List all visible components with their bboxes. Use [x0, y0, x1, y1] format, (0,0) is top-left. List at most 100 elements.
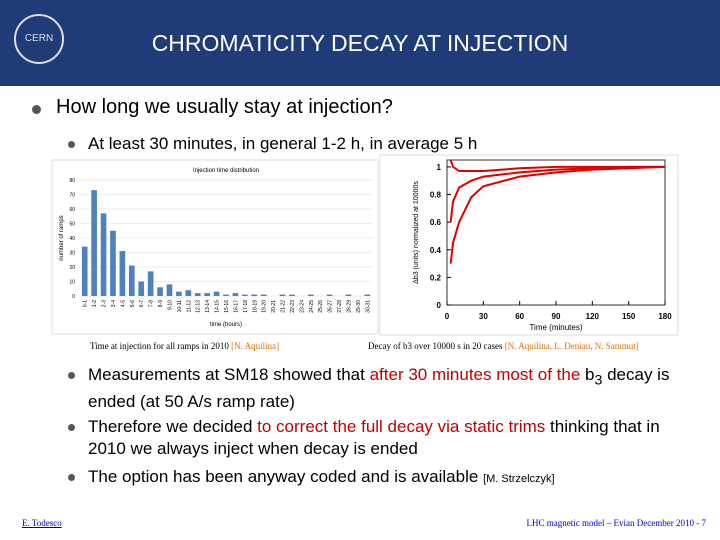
- x-tick-label: 20-21: [271, 300, 277, 313]
- text-run: b: [580, 365, 595, 384]
- bar: [81, 246, 88, 296]
- text-run: Decay of b3 over 10000 s in 20 cases: [368, 341, 505, 351]
- x-tick-label: 6-7: [139, 300, 145, 307]
- x-tick-label: 11-12: [186, 300, 192, 313]
- y-tick-label: 10: [69, 280, 75, 286]
- text-run: Therefore we decided: [88, 417, 258, 436]
- bullet: The option has been anyway coded and is …: [68, 466, 680, 490]
- bullet-dot: [68, 424, 75, 431]
- y-tick-label: 70: [69, 193, 75, 199]
- x-tick-label: 21-22: [281, 300, 287, 313]
- bar: [232, 293, 239, 296]
- bullet: Measurements at SM18 showed that after 3…: [68, 364, 680, 413]
- x-axis-label: Time (minutes): [529, 323, 582, 332]
- bar: [345, 294, 352, 296]
- bar: [223, 294, 229, 296]
- y-tick-label: 1: [437, 163, 442, 172]
- y-tick-label: 80: [69, 178, 75, 184]
- x-tick-label: 3-4: [111, 300, 117, 307]
- y-tick-label: 0.4: [430, 246, 442, 255]
- x-tick-label: 17-18: [243, 300, 249, 313]
- text-run: after 30 minutes most of the: [369, 365, 581, 384]
- bullet-dot: [68, 372, 75, 379]
- bar: [110, 230, 116, 296]
- caption: Decay of b3 over 10000 s in 20 cases [N.…: [368, 341, 639, 351]
- text-run: Time at injection for all ramps in 2010: [90, 341, 232, 351]
- x-tick-label: 15-16: [224, 300, 230, 313]
- y-tick-label: 0: [72, 294, 75, 300]
- bar: [138, 281, 145, 296]
- x-tick-label: 13-14: [205, 300, 211, 313]
- chart-title: Injection time distribution: [193, 168, 259, 174]
- text-run: thinking that in 2010 we always inject w…: [88, 417, 660, 458]
- y-axis-label: number of ramps: [59, 215, 65, 260]
- y-axis-label: Δb3 (units) normalized at 10000s: [413, 181, 420, 284]
- y-tick-label: 50: [69, 222, 75, 228]
- footer-event: LHC magnetic model – Evian December 2010…: [526, 518, 706, 528]
- x-tick-label: 8-9: [158, 300, 164, 307]
- bar: [260, 294, 267, 296]
- text-run: 3: [594, 372, 603, 389]
- bar: [176, 291, 182, 296]
- x-tick-label: 12-13: [196, 300, 202, 313]
- y-tick-label: 0: [437, 301, 442, 310]
- bullet: How long we usually stay at injection?: [32, 96, 680, 119]
- bar: [185, 290, 192, 296]
- bar: [166, 284, 173, 296]
- chart-frame: [379, 154, 679, 336]
- y-tick-label: 40: [69, 236, 75, 242]
- text-run: decay is ended (at 50 A/s ramp rate): [88, 365, 670, 412]
- x-tick-label: 30: [479, 312, 488, 321]
- x-tick-label: 19-20: [262, 300, 268, 313]
- y-tick-label: 60: [69, 207, 75, 213]
- x-tick-label: 29-30: [356, 300, 362, 313]
- decay-curve: [449, 165, 666, 264]
- y-tick-label: 0.8: [430, 191, 442, 200]
- bar: [119, 251, 126, 296]
- text-run: [N. Aquilina, L. Deniau, N. Sammut]: [504, 341, 639, 351]
- x-tick-label: 23-24: [299, 300, 305, 313]
- x-tick-label: 0: [445, 312, 450, 321]
- bullet-dot: [68, 141, 75, 148]
- bar: [194, 293, 201, 296]
- bar: [242, 294, 248, 296]
- x-tick-label: 16-17: [233, 300, 239, 313]
- bullet-dot: [32, 105, 41, 114]
- bar: [289, 294, 295, 296]
- bar: [251, 294, 258, 296]
- bullet-dot: [68, 474, 75, 481]
- logo: CERN: [14, 14, 64, 64]
- text-run: At least 30 minutes, in general 1-2 h, i…: [88, 134, 478, 153]
- header-band: [0, 0, 720, 86]
- caption: Time at injection for all ramps in 2010 …: [90, 341, 279, 351]
- x-tick-label: 14-15: [215, 300, 221, 313]
- bullet: Therefore we decided to correct the full…: [68, 416, 680, 460]
- x-tick-label: 27-28: [337, 300, 343, 313]
- bar: [307, 294, 314, 296]
- bar: [128, 265, 135, 296]
- x-axis-label: time (hours): [210, 322, 242, 328]
- x-tick-label: 10-11: [177, 300, 183, 313]
- bar: [364, 294, 371, 296]
- x-tick-label: 150: [622, 312, 636, 321]
- bar: [147, 271, 154, 296]
- bar: [91, 190, 97, 296]
- x-tick-label: 28-29: [346, 300, 352, 313]
- y-tick-label: 30: [69, 251, 75, 257]
- x-tick-label: 7-8: [149, 300, 155, 307]
- x-tick-label: 24-25: [309, 300, 315, 313]
- bar: [279, 294, 286, 296]
- x-tick-label: 30-31: [365, 300, 371, 313]
- x-tick-label: 22-23: [290, 300, 296, 313]
- x-tick-label: 25-26: [318, 300, 324, 313]
- x-tick-label: 1-2: [92, 300, 98, 307]
- x-tick-label: 180: [658, 312, 672, 321]
- footer-author[interactable]: E. Todesco: [22, 518, 62, 528]
- x-tick-label: 26-27: [328, 300, 334, 313]
- x-tick-label: 18-19: [252, 300, 258, 313]
- bullet: At least 30 minutes, in general 1-2 h, i…: [68, 133, 680, 155]
- y-tick-label: 20: [69, 265, 75, 271]
- bar: [157, 287, 163, 296]
